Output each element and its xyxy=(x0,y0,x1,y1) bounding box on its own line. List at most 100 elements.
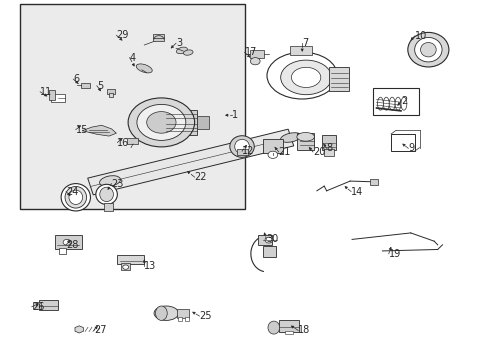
Ellipse shape xyxy=(383,97,388,110)
Text: 26: 26 xyxy=(32,302,44,312)
Bar xyxy=(390,134,414,151)
Bar xyxy=(121,263,130,270)
Ellipse shape xyxy=(291,67,320,87)
Ellipse shape xyxy=(296,132,314,141)
Bar xyxy=(153,34,163,41)
Text: 21: 21 xyxy=(278,147,290,157)
Text: 8: 8 xyxy=(326,143,332,153)
Text: 22: 22 xyxy=(194,172,207,182)
Text: 12: 12 xyxy=(242,146,254,156)
Text: 28: 28 xyxy=(66,240,78,250)
Bar xyxy=(328,67,348,91)
Circle shape xyxy=(264,237,272,243)
Bar xyxy=(161,110,196,135)
Bar xyxy=(250,50,264,58)
Text: 23: 23 xyxy=(111,179,123,189)
Text: 15: 15 xyxy=(76,125,88,135)
Bar xyxy=(106,89,115,94)
Bar xyxy=(369,179,378,185)
Polygon shape xyxy=(82,125,116,136)
Text: 1: 1 xyxy=(232,110,238,120)
Ellipse shape xyxy=(69,190,82,204)
Circle shape xyxy=(137,104,185,140)
Ellipse shape xyxy=(136,64,152,73)
Ellipse shape xyxy=(100,187,113,202)
Bar xyxy=(178,317,182,321)
Bar xyxy=(51,94,65,102)
Text: 24: 24 xyxy=(66,186,78,197)
Ellipse shape xyxy=(280,133,301,142)
Circle shape xyxy=(128,98,194,147)
Ellipse shape xyxy=(229,136,254,157)
Ellipse shape xyxy=(377,97,383,110)
Circle shape xyxy=(267,151,277,158)
Text: 9: 9 xyxy=(407,143,414,153)
Bar xyxy=(39,300,58,310)
Text: 25: 25 xyxy=(199,311,212,321)
Circle shape xyxy=(146,112,176,133)
Bar xyxy=(263,139,282,153)
Bar xyxy=(59,248,66,254)
Text: 27: 27 xyxy=(94,325,106,336)
Ellipse shape xyxy=(183,50,193,55)
Text: 11: 11 xyxy=(40,87,52,97)
Bar xyxy=(289,46,311,55)
Bar xyxy=(81,83,90,88)
Bar xyxy=(49,90,55,100)
Ellipse shape xyxy=(407,32,448,67)
Text: 4: 4 xyxy=(129,53,136,63)
Text: 6: 6 xyxy=(73,74,80,84)
Bar xyxy=(196,116,208,129)
Bar xyxy=(127,138,138,144)
Bar xyxy=(184,317,188,321)
Ellipse shape xyxy=(420,42,435,57)
Text: 5: 5 xyxy=(97,81,103,91)
Bar xyxy=(257,235,272,245)
Bar xyxy=(55,235,81,249)
Text: 2: 2 xyxy=(400,96,407,106)
Ellipse shape xyxy=(155,306,167,320)
Ellipse shape xyxy=(267,321,279,334)
Bar xyxy=(237,149,247,155)
Bar xyxy=(104,203,113,211)
Bar xyxy=(284,331,293,334)
Text: 16: 16 xyxy=(117,138,129,148)
Bar xyxy=(20,4,244,209)
Bar xyxy=(262,246,276,257)
Ellipse shape xyxy=(61,184,90,211)
Circle shape xyxy=(250,58,260,65)
Bar xyxy=(296,133,313,150)
Ellipse shape xyxy=(96,184,117,204)
Ellipse shape xyxy=(400,97,406,110)
Circle shape xyxy=(63,239,71,245)
Ellipse shape xyxy=(234,139,249,154)
Ellipse shape xyxy=(176,47,187,54)
Bar xyxy=(278,320,299,332)
Text: 10: 10 xyxy=(414,31,426,41)
Ellipse shape xyxy=(394,97,400,110)
Ellipse shape xyxy=(100,176,120,186)
Bar xyxy=(177,309,189,318)
Text: 13: 13 xyxy=(144,261,156,271)
Ellipse shape xyxy=(388,97,394,110)
Bar xyxy=(372,88,418,115)
Text: 30: 30 xyxy=(266,234,278,244)
Ellipse shape xyxy=(65,186,86,208)
Ellipse shape xyxy=(414,37,441,62)
Ellipse shape xyxy=(266,52,337,99)
Text: 17: 17 xyxy=(244,47,256,57)
Bar xyxy=(321,135,336,150)
Text: 29: 29 xyxy=(116,30,128,40)
Polygon shape xyxy=(87,129,293,195)
Bar xyxy=(33,302,41,309)
Text: 19: 19 xyxy=(388,249,400,259)
Text: 18: 18 xyxy=(298,325,310,336)
Text: 14: 14 xyxy=(350,186,363,197)
Text: 3: 3 xyxy=(176,38,182,48)
Bar xyxy=(324,149,333,156)
Bar xyxy=(108,93,113,97)
Ellipse shape xyxy=(280,60,331,95)
Bar xyxy=(117,255,144,264)
Text: 7: 7 xyxy=(302,38,308,48)
Text: 20: 20 xyxy=(312,147,325,157)
